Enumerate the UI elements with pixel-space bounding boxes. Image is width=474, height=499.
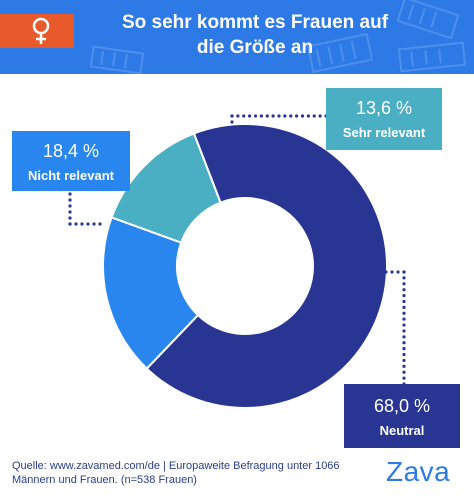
donut-slice-nicht-relevant: [102, 216, 200, 370]
chart-title-line2: die Größe an: [196, 37, 314, 58]
label-value-sehr-relevant: 13,6 %: [355, 98, 413, 118]
venus-icon: [32, 17, 50, 44]
connector-neutral: [384, 270, 406, 386]
label-value-neutral: 68,0 %: [373, 396, 431, 416]
label-name-sehr-relevant: Sehr relevant: [342, 125, 426, 140]
label-nicht-relevant: 18,4 % Nicht relevant: [12, 131, 130, 191]
chart-title: So sehr kommt es Frauen auf die Größe an: [60, 10, 450, 60]
connector-nicht-relevant: [68, 192, 102, 226]
chart-title-line1: So sehr kommt es Frauen auf: [121, 12, 389, 33]
venus-badge: [0, 14, 74, 48]
label-name-nicht-relevant: Nicht relevant: [28, 168, 114, 183]
label-sehr-relevant: 13,6 % Sehr relevant: [326, 88, 442, 150]
connector-sehr-relevant: [230, 114, 328, 136]
source-line2: Männern und Frauen. (n=538 Frauen): [12, 474, 197, 486]
label-name-neutral: Neutral: [379, 423, 425, 438]
header-banner: So sehr kommt es Frauen auf die Größe an: [0, 0, 474, 74]
zava-logo: Zava: [386, 456, 451, 487]
label-value-nicht-relevant: 18,4 %: [42, 141, 100, 161]
source-note: Quelle: www.zavamed.com/de | Europaweite…: [12, 459, 362, 487]
label-neutral: 68,0 % Neutral: [344, 384, 460, 448]
donut-chart: [68, 114, 406, 409]
donut-slice-neutral: [145, 123, 388, 409]
header-decoration: [89, 0, 467, 74]
source-line1: Quelle: www.zavamed.com/de | Europaweite…: [12, 460, 340, 472]
